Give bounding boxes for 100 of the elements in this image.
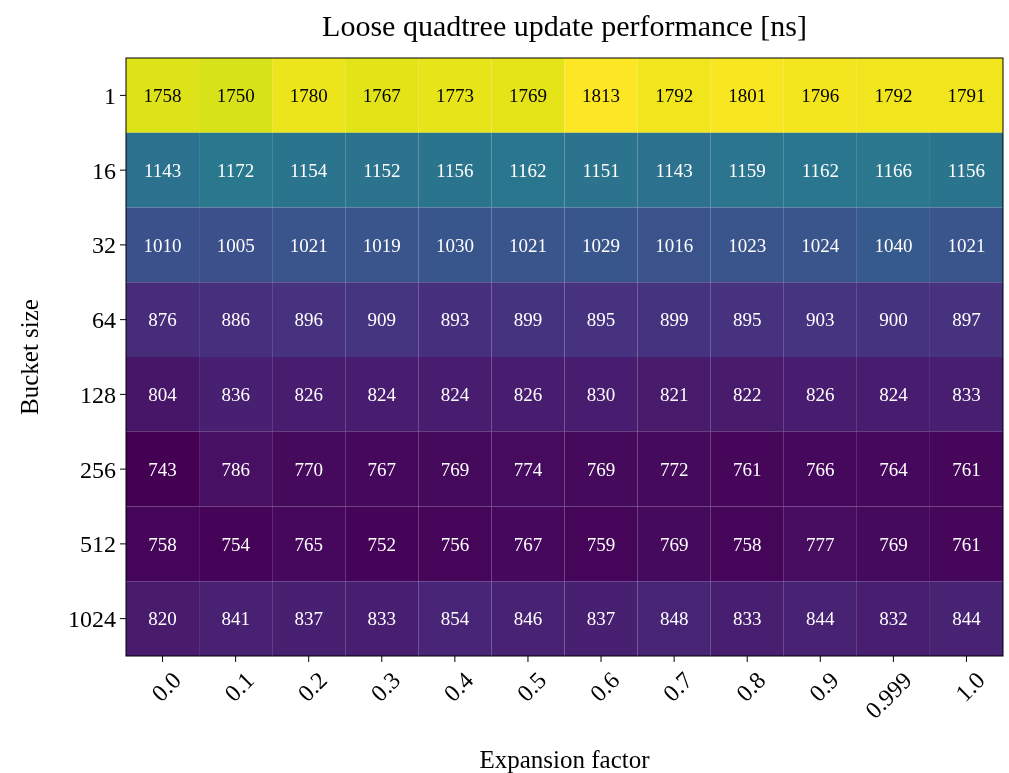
data-label: 777 — [806, 533, 835, 555]
x-tick-label: 0.0 — [146, 667, 186, 707]
data-label: 909 — [367, 309, 397, 331]
x-axis-title: Expansion factor — [479, 746, 651, 773]
data-label: 772 — [659, 458, 689, 480]
data-label: 1151 — [582, 159, 620, 181]
data-label: 1792 — [874, 85, 913, 107]
data-label: 824 — [440, 384, 470, 406]
x-tick-label: 0.2 — [292, 667, 333, 707]
chart-title: Loose quadtree update performance [ns] — [322, 9, 807, 42]
x-tick-label: 0.8 — [731, 667, 771, 707]
data-label: 836 — [221, 384, 250, 406]
data-label: 820 — [148, 608, 177, 630]
data-label: 758 — [732, 533, 762, 555]
data-label: 761 — [952, 533, 981, 555]
data-label: 897 — [952, 309, 981, 331]
data-label: 1016 — [655, 234, 694, 256]
data-label: 1010 — [143, 234, 182, 256]
x-tick-label: 1.0 — [950, 667, 990, 707]
data-label: 895 — [586, 309, 616, 331]
data-label: 822 — [732, 384, 762, 406]
y-tick-label: 512 — [80, 531, 116, 558]
data-label: 1166 — [874, 159, 913, 181]
data-label: 764 — [879, 458, 909, 480]
data-label: 743 — [148, 458, 177, 480]
data-label: 1780 — [289, 85, 328, 107]
x-tick-label: 0.9 — [804, 667, 844, 707]
data-label: 759 — [586, 533, 616, 555]
y-tick-label: 128 — [80, 381, 116, 408]
data-label: 1152 — [363, 159, 401, 181]
data-label: 1156 — [436, 159, 474, 181]
data-label: 903 — [806, 309, 835, 331]
data-label: 769 — [879, 533, 908, 555]
x-tick-label: 0.4 — [438, 667, 479, 707]
data-label: 833 — [952, 384, 981, 406]
data-label: 886 — [221, 309, 250, 331]
data-label: 1813 — [582, 85, 621, 107]
data-label: 1005 — [216, 234, 255, 256]
data-label: 1021 — [508, 234, 547, 256]
data-label: 1769 — [508, 85, 547, 107]
data-label: 769 — [440, 458, 470, 480]
data-label: 899 — [513, 309, 543, 331]
data-label: 826 — [806, 384, 835, 406]
data-label: 1767 — [362, 85, 401, 107]
data-label: 770 — [294, 458, 323, 480]
data-label: 1143 — [143, 159, 182, 181]
data-label: 1162 — [801, 159, 839, 181]
x-tick-label: 0.5 — [511, 667, 552, 707]
data-label: 769 — [586, 458, 616, 480]
data-label: 854 — [440, 608, 470, 630]
data-label: 1801 — [728, 85, 767, 107]
data-label: 774 — [513, 458, 543, 480]
data-label: 804 — [148, 384, 178, 406]
data-label: 1040 — [874, 234, 913, 256]
data-label: 844 — [952, 608, 982, 630]
data-label: 1159 — [728, 159, 766, 181]
x-tick-label: 0.7 — [657, 667, 698, 707]
data-label: 761 — [732, 458, 762, 480]
data-label: 841 — [221, 608, 250, 630]
y-tick-label: 1024 — [68, 606, 116, 633]
data-label: 895 — [732, 309, 762, 331]
data-label: 1023 — [728, 234, 767, 256]
data-label: 846 — [513, 608, 543, 630]
data-label: 786 — [221, 458, 250, 480]
data-label: 1758 — [143, 85, 182, 107]
data-label: 900 — [879, 309, 908, 331]
data-label: 826 — [513, 384, 543, 406]
data-label: 765 — [294, 533, 323, 555]
data-label: 1792 — [655, 85, 694, 107]
data-label: 1750 — [216, 85, 255, 107]
data-label: 752 — [367, 533, 397, 555]
y-axis-title: Bucket size — [16, 299, 43, 415]
data-label: 758 — [148, 533, 177, 555]
x-tick-label: 0.3 — [365, 667, 406, 707]
data-label: 1021 — [289, 234, 328, 256]
data-label: 1791 — [947, 85, 986, 107]
y-tick-label: 1 — [104, 82, 116, 109]
data-label: 830 — [586, 384, 616, 406]
data-label: 1143 — [655, 159, 693, 181]
data-label: 761 — [952, 458, 981, 480]
data-label: 1021 — [947, 234, 986, 256]
y-tick-label: 64 — [92, 307, 116, 334]
data-label: 893 — [440, 309, 470, 331]
data-label: 1172 — [216, 159, 255, 181]
data-label: 1029 — [582, 234, 621, 256]
data-label: 844 — [806, 608, 836, 630]
data-label: 1024 — [801, 234, 840, 256]
data-label: 756 — [440, 533, 470, 555]
data-label: 832 — [879, 608, 908, 630]
data-label: 754 — [221, 533, 251, 555]
y-tick-label: 256 — [80, 456, 116, 483]
data-label: 876 — [148, 309, 177, 331]
data-label: 826 — [294, 384, 323, 406]
data-label: 824 — [367, 384, 397, 406]
y-tick-label: 16 — [92, 157, 116, 184]
data-label: 833 — [732, 608, 762, 630]
data-label: 1773 — [435, 85, 474, 107]
x-tick-label: 0.1 — [219, 667, 260, 707]
data-label: 899 — [659, 309, 689, 331]
data-label: 848 — [659, 608, 689, 630]
